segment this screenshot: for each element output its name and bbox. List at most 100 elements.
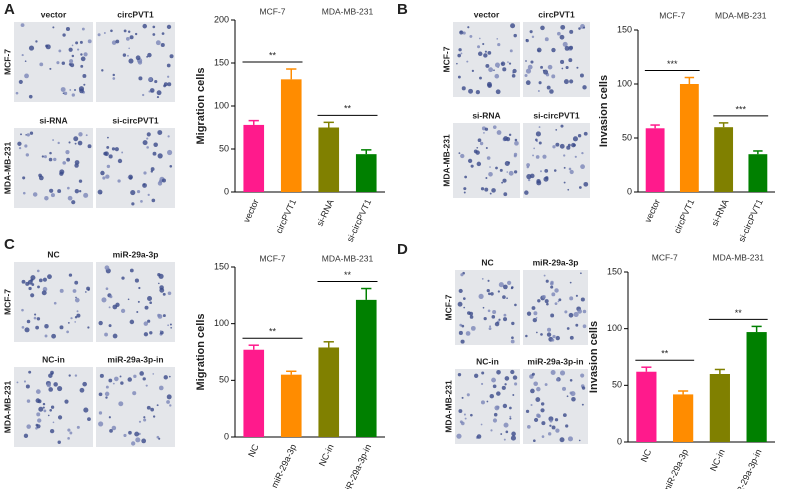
error-bar (650, 124, 660, 129)
cell (527, 425, 531, 429)
cell (78, 132, 83, 137)
image-label: NC-in (476, 356, 499, 366)
cell (540, 333, 543, 336)
cell (149, 301, 152, 305)
cell (98, 392, 103, 397)
cell (580, 164, 585, 170)
cell (112, 304, 118, 310)
cell (157, 314, 163, 319)
cell (128, 58, 134, 64)
cell (143, 416, 146, 419)
cell (57, 189, 62, 194)
cell (563, 166, 566, 169)
panel-label: D (397, 241, 408, 258)
row-label: MCF-7 (441, 46, 451, 72)
cell (25, 153, 30, 157)
cell (496, 38, 499, 40)
cell (496, 130, 502, 135)
cell (560, 124, 564, 128)
cell (477, 51, 483, 57)
cell (28, 94, 33, 99)
cell (497, 42, 501, 47)
cell (167, 149, 173, 156)
cell (482, 306, 485, 309)
cell (531, 35, 535, 39)
cell (74, 163, 79, 168)
cell (169, 323, 172, 326)
cell (511, 431, 516, 437)
cell (111, 147, 116, 151)
cell (488, 327, 492, 331)
cell (158, 282, 160, 285)
cell (127, 377, 133, 382)
cell (460, 52, 463, 55)
cell (488, 67, 494, 73)
cell (161, 178, 166, 183)
cell (77, 140, 83, 146)
cell (75, 41, 79, 45)
cell (26, 319, 31, 324)
cell (577, 134, 582, 138)
cell (17, 141, 22, 146)
cell (486, 156, 491, 160)
cell (496, 405, 500, 409)
cell (44, 324, 49, 329)
y-tick-label: 100 (214, 100, 229, 110)
cell (567, 436, 574, 442)
cell (49, 428, 55, 434)
cell (111, 40, 117, 45)
cell (112, 333, 118, 339)
cell (134, 278, 139, 283)
bar (645, 128, 665, 192)
cell (24, 60, 27, 63)
cell (47, 274, 52, 280)
cell (495, 166, 498, 170)
cell (67, 195, 73, 201)
cell (49, 151, 52, 155)
cell (37, 285, 40, 289)
cell (514, 382, 518, 386)
cell (550, 285, 554, 289)
y-axis-label: Invasion cells (598, 75, 610, 147)
cell (66, 157, 71, 162)
cell (540, 25, 545, 31)
cell (120, 308, 126, 313)
cell (49, 188, 54, 193)
cell (492, 309, 497, 314)
x-tick-label: circPVT1 (274, 198, 298, 235)
cell (475, 90, 480, 95)
row-label: MCF-7 (2, 289, 12, 315)
cell (554, 418, 559, 422)
cell (149, 88, 155, 93)
cell (83, 192, 89, 198)
cell (490, 292, 494, 296)
cell (550, 369, 556, 375)
cell (156, 90, 162, 96)
cell (562, 413, 567, 418)
cell (524, 190, 529, 195)
cell (150, 407, 155, 412)
cell (458, 152, 461, 155)
cell (485, 63, 490, 68)
cell (457, 372, 462, 377)
cell (105, 396, 108, 399)
cell (542, 294, 546, 299)
cell (48, 387, 54, 392)
cell (525, 68, 532, 74)
cell (68, 47, 73, 52)
cell (146, 137, 149, 140)
cell (536, 386, 541, 392)
cell (157, 130, 163, 135)
cell (480, 187, 485, 191)
cell (537, 90, 540, 92)
cell (461, 86, 466, 91)
cell (22, 176, 26, 180)
cell (166, 63, 171, 68)
cell (463, 191, 466, 194)
cell (85, 134, 88, 137)
cell (547, 64, 553, 70)
bar (714, 127, 734, 192)
micrograph (96, 262, 175, 342)
x-tick-label: circPVT1 (672, 198, 696, 235)
cell (65, 150, 70, 155)
